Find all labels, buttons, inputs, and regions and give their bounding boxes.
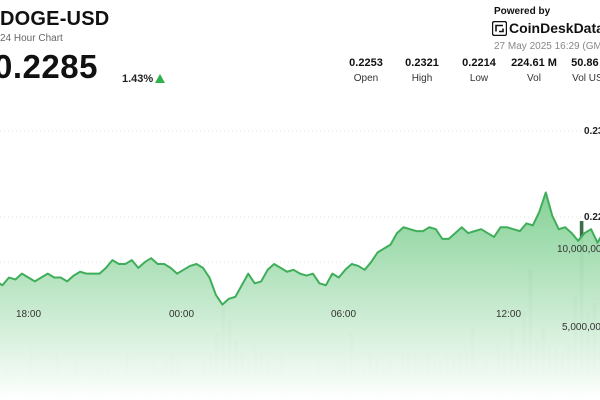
chart-subtitle: 24 Hour Chart — [0, 33, 63, 44]
price-area — [0, 192, 600, 400]
stat-volusd-label: Vol USD — [572, 73, 600, 84]
stat-vol-label: Vol — [527, 73, 541, 84]
stat-high-label: High — [411, 73, 433, 84]
x-tick-label: 12:00 — [496, 309, 521, 320]
price-line — [0, 191, 600, 306]
stat-vol-value: 224.61 M — [511, 57, 557, 69]
powered-by-label: Powered by — [494, 6, 551, 17]
price-line-layer — [0, 191, 600, 306]
stat-open-value: 0.2253 — [349, 57, 383, 69]
timestamp: 27 May 2025 16:29 (GMT) — [494, 41, 600, 52]
current-price: 0.2285 — [0, 48, 98, 85]
volume-axis-label: 10,000,000 — [557, 244, 600, 255]
stat-low-label: Low — [469, 73, 489, 84]
stat-high-value: 0.2321 — [405, 57, 439, 69]
price-axis-label: 0.23 — [584, 126, 600, 137]
pair-title: DOGE-USD — [0, 8, 110, 30]
volume-axis-label: 5,000,000 — [562, 322, 600, 333]
stat-open-label: Open — [353, 73, 379, 84]
x-tick-label: 00:00 — [169, 309, 194, 320]
change-percent: 1.43% — [122, 73, 154, 85]
x-tick-label: 06:00 — [331, 309, 356, 320]
price-axis-label: 0.2225 — [584, 212, 600, 223]
x-tick-label: 18:00 — [16, 309, 41, 320]
axis-labels: 18:00 00:00 06:00 12:00 0.23 0.2225 10,000,000… — [16, 126, 600, 333]
up-arrow-icon — [155, 74, 165, 83]
brand-name: CoinDeskData — [509, 20, 600, 36]
stat-low-value: 0.2214 — [462, 57, 496, 69]
coindesk-logo-icon — [492, 21, 507, 36]
stat-volusd-value: 50.86 M — [571, 57, 600, 69]
price-area-fill — [0, 192, 600, 400]
